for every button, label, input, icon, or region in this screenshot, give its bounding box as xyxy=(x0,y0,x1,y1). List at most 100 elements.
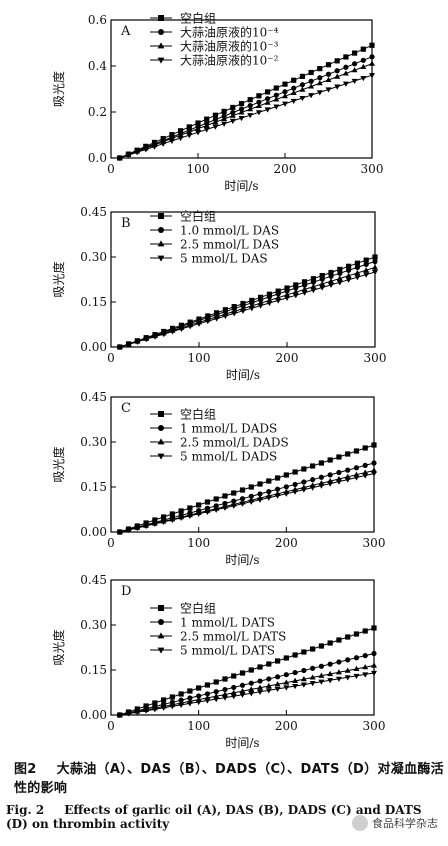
data-point xyxy=(204,499,211,505)
data-point xyxy=(258,297,264,303)
data-point xyxy=(337,270,343,276)
caption-english: Fig. 2 Effects of garlic oil (A), DAS (B)… xyxy=(6,803,444,831)
data-point xyxy=(230,104,236,111)
data-point xyxy=(274,493,281,499)
series-line xyxy=(119,665,375,716)
data-point xyxy=(240,308,246,314)
data-point xyxy=(371,670,377,677)
data-point xyxy=(328,269,334,276)
legend-marker xyxy=(158,425,164,431)
data-point xyxy=(213,316,220,322)
data-point xyxy=(266,488,272,495)
legend-marker xyxy=(158,619,164,625)
data-point xyxy=(257,678,263,684)
data-point xyxy=(328,273,334,279)
data-point xyxy=(371,467,377,473)
data-point xyxy=(346,263,352,269)
data-point xyxy=(257,491,263,497)
series-4 xyxy=(116,73,375,162)
series-line xyxy=(119,74,373,159)
data-point xyxy=(125,342,132,348)
data-point xyxy=(371,662,377,668)
data-point xyxy=(143,523,150,530)
plot-frame xyxy=(110,19,373,159)
data-point xyxy=(221,695,228,701)
data-point xyxy=(372,258,378,265)
data-point xyxy=(134,525,141,532)
data-point xyxy=(275,288,281,294)
legend-marker xyxy=(157,240,165,247)
data-point xyxy=(345,272,352,278)
data-point xyxy=(283,491,290,497)
x-axis-label: 时间/s xyxy=(225,736,259,750)
data-point xyxy=(247,97,253,103)
data-point xyxy=(203,127,210,133)
data-point xyxy=(292,669,298,676)
data-point xyxy=(222,493,228,499)
data-point xyxy=(292,677,299,683)
y-tick-label: 0.15 xyxy=(80,480,107,494)
legend-marker xyxy=(158,15,164,21)
data-point xyxy=(196,693,202,699)
y-axis-label: 吸光度 xyxy=(51,629,66,665)
data-point xyxy=(239,670,246,676)
data-point xyxy=(363,272,370,278)
series-line xyxy=(119,63,373,159)
data-point xyxy=(213,696,220,703)
data-point xyxy=(274,674,281,680)
data-point xyxy=(125,527,132,534)
data-point xyxy=(257,497,264,503)
data-point xyxy=(290,98,297,105)
legend-marker xyxy=(157,647,165,654)
data-point xyxy=(248,691,255,697)
data-point xyxy=(337,266,343,273)
y-tick-label: 0.45 xyxy=(80,390,107,404)
data-point xyxy=(336,280,343,286)
caption-chinese-label: 图2 xyxy=(14,762,37,777)
data-point xyxy=(238,106,245,112)
x-tick-label: 100 xyxy=(187,536,210,550)
data-point xyxy=(169,329,176,335)
data-point xyxy=(327,661,333,667)
data-point xyxy=(372,269,378,276)
data-point xyxy=(300,682,307,688)
data-point xyxy=(266,676,272,682)
data-point xyxy=(212,124,219,130)
data-point xyxy=(134,710,141,716)
data-point xyxy=(274,658,281,664)
legend-marker xyxy=(157,632,165,639)
data-point xyxy=(178,326,185,333)
data-point xyxy=(231,498,237,504)
data-point xyxy=(301,649,307,655)
x-tick-label: 200 xyxy=(275,536,298,550)
data-point xyxy=(319,273,325,279)
x-tick-label: 300 xyxy=(363,719,386,733)
data-point xyxy=(292,652,298,658)
data-point xyxy=(283,484,289,490)
panel-label: C xyxy=(121,401,131,416)
data-point xyxy=(125,711,132,717)
data-point xyxy=(142,147,149,153)
data-point xyxy=(255,110,262,116)
data-point xyxy=(336,469,342,476)
data-point xyxy=(335,676,342,682)
data-point xyxy=(352,61,358,67)
data-point xyxy=(302,279,308,285)
data-point xyxy=(152,700,158,706)
y-tick-label: 0.30 xyxy=(80,618,107,632)
data-point xyxy=(310,283,317,289)
data-point xyxy=(360,57,366,63)
data-point xyxy=(310,646,316,652)
x-axis-label: 时间/s xyxy=(225,553,259,567)
x-tick-label: 300 xyxy=(363,536,386,550)
data-point xyxy=(273,92,279,98)
y-axis-label: 吸光度 xyxy=(51,71,66,107)
data-point xyxy=(327,481,334,487)
legend-entry: 空白组 xyxy=(180,209,216,224)
data-point xyxy=(266,661,272,667)
data-point xyxy=(256,99,262,105)
data-point xyxy=(354,275,361,281)
data-point xyxy=(360,75,367,82)
